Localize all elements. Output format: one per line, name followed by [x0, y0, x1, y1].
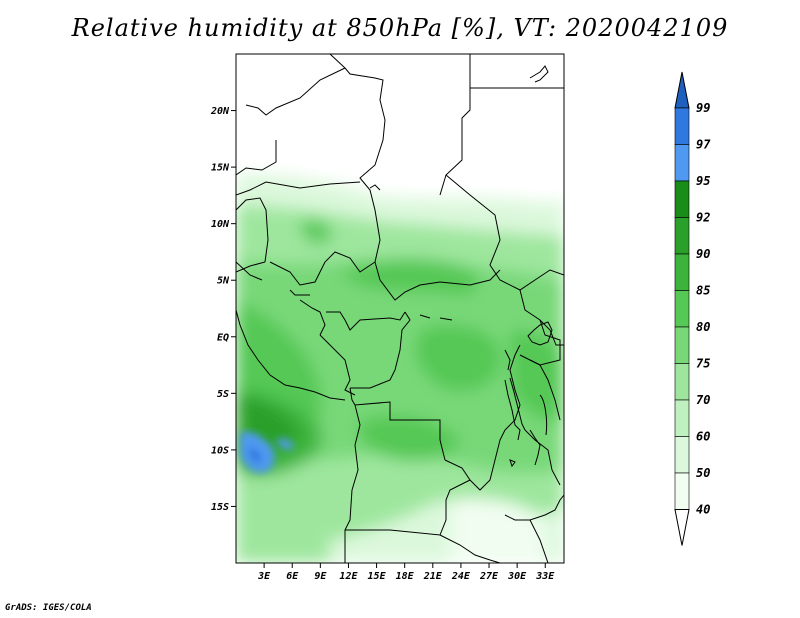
colorbar-swatch [674, 399, 690, 437]
colorbar: 99 97 95 92 90 85 80 75 70 60 50 40 [674, 71, 711, 546]
colorbar-level-label: 70 [696, 393, 710, 407]
colorbar-swatch [674, 253, 690, 291]
colorbar-level-label: 99 [696, 101, 710, 115]
map-frame [235, 53, 565, 564]
lat-tick-label: 20N [210, 106, 230, 117]
lon-tick-label: 6E [286, 571, 299, 582]
colorbar-level-label: 92 [696, 211, 710, 225]
lat-tick-label: 5N [217, 276, 230, 287]
colorbar-swatch [674, 180, 690, 218]
colorbar-level-label: 95 [696, 174, 710, 188]
colorbar-swatch [674, 217, 690, 255]
lat-tick-label: EQ [217, 332, 229, 343]
lat-tick-label: 15N [211, 163, 230, 174]
colorbar-level-label: 80 [696, 320, 710, 334]
colorbar-level-label: 40 [696, 503, 710, 517]
colorbar-bottom-arrow [674, 509, 690, 546]
colorbar-swatch [674, 107, 690, 145]
lon-tick-label: 24E [451, 571, 471, 582]
humidity-field [236, 54, 564, 563]
chart-title: Relative humidity at 850hPa [%], VT: 202… [71, 14, 729, 42]
lon-tick-label: 27E [479, 571, 499, 582]
lon-tick-label: 18E [396, 571, 415, 582]
lon-tick-label: 21E [423, 571, 443, 582]
colorbar-level-label: 97 [696, 138, 711, 152]
lon-tick-label: 33E [535, 571, 555, 582]
colorbar-swatch [674, 363, 690, 401]
lon-tick-label: 30E [507, 571, 527, 582]
lat-tick-label: 10S [211, 445, 229, 456]
colorbar-level-label: 85 [696, 284, 710, 298]
longitude-axis: 3E 6E 9E 12E 15E 18E 21E 24E 27E 30E 33E [257, 563, 555, 582]
colorbar-swatch [674, 144, 690, 182]
colorbar-top-arrow [674, 71, 690, 109]
colorbar-swatch [674, 326, 690, 364]
credit-text: GrADS: IGES/COLA [5, 603, 92, 613]
lon-tick-label: 9E [314, 571, 327, 582]
lake-outlines [369, 65, 553, 468]
lat-tick-label: 10N [211, 219, 230, 230]
country-borders [236, 54, 564, 563]
colorbar-level-label: 60 [696, 430, 710, 444]
lon-tick-label: 15E [368, 571, 387, 582]
colorbar-level-label: 90 [696, 247, 710, 261]
lat-tick-label: 5S [217, 389, 229, 400]
colorbar-swatch [674, 290, 690, 328]
lon-tick-label: 3E [257, 571, 271, 582]
latitude-axis: 20N 15N 10N 5N EQ 5S 10S 15S [210, 106, 236, 513]
colorbar-swatch [674, 436, 690, 474]
colorbar-level-label: 50 [696, 466, 710, 480]
colorbar-swatch [674, 472, 690, 510]
lon-tick-label: 12E [339, 571, 358, 582]
colorbar-level-label: 75 [696, 357, 710, 371]
lat-tick-label: 15S [211, 502, 229, 513]
